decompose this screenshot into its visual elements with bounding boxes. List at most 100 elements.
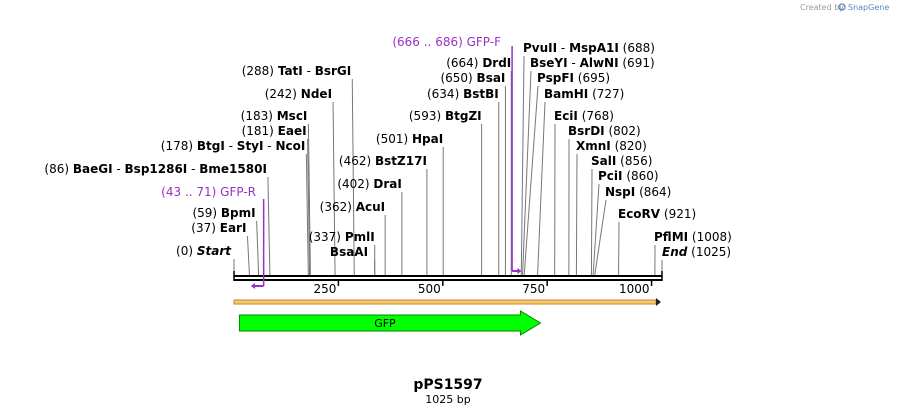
site-hpai[interactable]: (501) HpaI [376, 132, 443, 146]
feature-gfp-arrow[interactable] [238, 310, 542, 336]
site-nspi[interactable]: NspI (864) [605, 185, 671, 199]
site-label-eari[interactable]: (37) EarI [191, 221, 246, 235]
site-sali[interactable]: SalI (856) [591, 154, 652, 168]
site-msci[interactable]: (183) MscI [241, 109, 308, 123]
site-label-pvuii[interactable]: PvuII - MspA1I (688) [523, 41, 655, 55]
site-label-bamhi[interactable]: BamHI (727) [544, 87, 624, 101]
primer-name: GFP-F [467, 35, 502, 49]
site-label-drai[interactable]: (402) DraI [337, 177, 402, 191]
site-label-bsai[interactable]: (650) BsaI [440, 71, 505, 85]
primer-label[interactable]: (43 .. 71) GFP-R [161, 185, 256, 199]
site-label-bsaai[interactable]: BsaAI [330, 245, 368, 259]
site-label-xmni[interactable]: XmnI (820) [576, 139, 647, 153]
site-tati[interactable]: (288) TatI - BsrGI [242, 64, 352, 78]
site-pflmi[interactable]: PflMI (1008) [654, 230, 732, 244]
site-label-eaei[interactable]: (181) EaeI [242, 124, 307, 138]
site-leader [256, 220, 260, 276]
site-label-bsrdi[interactable]: BsrDI (802) [568, 124, 641, 138]
site-bsai[interactable]: (650) BsaI [440, 71, 505, 85]
site-eaei[interactable]: (181) EaeI [242, 124, 307, 138]
site-label-pflmi[interactable]: PflMI (1008) [654, 230, 732, 244]
site-name: BtgZI [445, 109, 482, 123]
site-bsrdi[interactable]: BsrDI (802) [568, 124, 641, 138]
site-ndei[interactable]: (242) NdeI [265, 87, 332, 101]
site-bseyi[interactable]: BseYI - AlwNI (691) [530, 56, 655, 70]
site-xmni[interactable]: XmnI (820) [576, 139, 647, 153]
site-label-ndei[interactable]: (242) NdeI [265, 87, 332, 101]
site-pmli[interactable]: (337) PmlI [309, 230, 375, 244]
site-label-ecorv[interactable]: EcoRV (921) [618, 207, 696, 221]
plasmid-title: pPS1597 [413, 377, 482, 393]
site-bamhi[interactable]: BamHI (727) [544, 87, 624, 101]
site-name: StyI [237, 139, 264, 153]
site-label-bseyi[interactable]: BseYI - AlwNI (691) [530, 56, 655, 70]
site-position: (1025) [687, 245, 731, 259]
site-label-btgzi[interactable]: (593) BtgZI [409, 109, 482, 123]
site-leader [332, 101, 336, 276]
site-leader [594, 199, 607, 276]
site-name: PflMI [654, 230, 688, 244]
primer-gfp-f[interactable]: (666 .. 686) GFP-F [392, 35, 522, 274]
site-bsaai[interactable]: BsaAI [330, 245, 368, 259]
site-position: (634) [427, 87, 463, 101]
site-pspfi[interactable]: PspFI (695) [537, 71, 610, 85]
site-label-tati[interactable]: (288) TatI - BsrGI [242, 64, 352, 78]
site-position: (337) [309, 230, 345, 244]
site-start[interactable]: (0) Start [176, 244, 232, 258]
site-ecorv[interactable]: EcoRV (921) [618, 207, 696, 221]
site-label-pspfi[interactable]: PspFI (695) [537, 71, 610, 85]
site-label-baegi[interactable]: (86) BaeGI - Bsp1286I - Bme1580I [44, 162, 267, 176]
site-label-hpai[interactable]: (501) HpaI [376, 132, 443, 146]
site-eari[interactable]: (37) EarI [191, 221, 246, 235]
site-label-msci[interactable]: (183) MscI [241, 109, 308, 123]
site-btgzi[interactable]: (593) BtgZI [409, 109, 482, 123]
site-label-pcii[interactable]: PciI (860) [598, 169, 659, 183]
site-bpmi[interactable]: (59) BpmI [192, 206, 255, 220]
site-label-bpmi[interactable]: (59) BpmI [192, 206, 255, 220]
plasmid-length: 1025 bp [425, 393, 470, 406]
site-position: (921) [660, 207, 696, 221]
site-label-end[interactable]: End (1025) [662, 245, 731, 259]
site-baegi[interactable]: (86) BaeGI - Bsp1286I - Bme1580I [44, 162, 267, 176]
site-drdi[interactable]: (664) DrdI [446, 56, 511, 70]
primer-range: (666 .. 686) [392, 35, 466, 49]
site-label-acui[interactable]: (362) AcuI [320, 200, 386, 214]
site-leaders [233, 55, 663, 276]
primer-range: (43 .. 71) [161, 185, 220, 199]
sequence-axis: 250 500 750 1000 [233, 271, 663, 296]
site-name: BsrDI [568, 124, 605, 138]
site-end[interactable]: End (1025) [662, 245, 731, 259]
site-ecii[interactable]: EciI (768) [554, 109, 614, 123]
site-name: MspA1I [569, 41, 619, 55]
site-pcii[interactable]: PciI (860) [598, 169, 659, 183]
primer-label[interactable]: (666 .. 686) GFP-F [392, 35, 501, 49]
site-label-nspi[interactable]: NspI (864) [605, 185, 671, 199]
site-label-pmli[interactable]: (337) PmlI [309, 230, 375, 244]
axis-tick-label: 1000 [619, 282, 650, 296]
site-position: (802) [605, 124, 641, 138]
site-label-drdi[interactable]: (664) DrdI [446, 56, 511, 70]
site-position: (183) [241, 109, 277, 123]
site-name: AlwNI [580, 56, 619, 70]
site-label-ecii[interactable]: EciI (768) [554, 109, 614, 123]
site-leader [267, 176, 271, 276]
site-leader [590, 168, 593, 276]
site-btgi[interactable]: (178) BtgI - StyI - NcoI [161, 139, 306, 153]
site-label-bstbi[interactable]: (634) BstBI [427, 87, 499, 101]
site-label-bstz17i[interactable]: (462) BstZ17I [339, 154, 427, 168]
site-label-btgi[interactable]: (178) BtgI - StyI - NcoI [161, 139, 306, 153]
site-name: End [662, 245, 688, 259]
site-acui[interactable]: (362) AcuI [320, 200, 386, 214]
site-label-sali[interactable]: SalI (856) [591, 154, 652, 168]
site-position: (362) [320, 200, 356, 214]
primer-gfp-r[interactable]: (43 .. 71) GFP-R [161, 185, 265, 289]
site-bstbi[interactable]: (634) BstBI [427, 87, 499, 101]
site-name: DrdI [482, 56, 511, 70]
site-name: BamHI [544, 87, 588, 101]
site-label-start[interactable]: (0) Start [176, 244, 232, 258]
site-pvuii[interactable]: PvuII - MspA1I (688) [523, 41, 655, 55]
site-position: (501) [376, 132, 412, 146]
site-position: (768) [578, 109, 614, 123]
site-bstz17i[interactable]: (462) BstZ17I [339, 154, 427, 168]
site-drai[interactable]: (402) DraI [337, 177, 402, 191]
